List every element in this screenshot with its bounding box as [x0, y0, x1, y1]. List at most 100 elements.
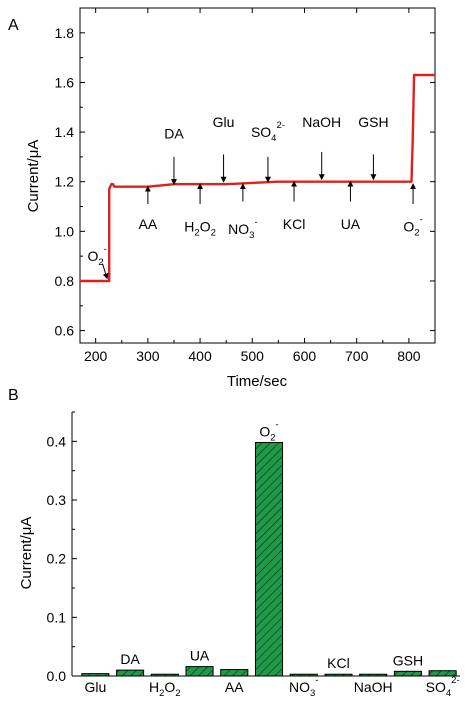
- annotation-label: AA: [139, 216, 158, 232]
- category-label-base: H: [149, 679, 159, 695]
- annotation-label-base: DA: [164, 125, 184, 141]
- y-tick-label: 1.4: [55, 124, 75, 140]
- annotation-label: O2-: [403, 214, 422, 238]
- category-label-base: UA: [190, 648, 210, 664]
- annotation-label-base: GSH: [358, 114, 388, 130]
- panel-a-x-axis-label: Time/sec: [227, 373, 288, 390]
- annotation-label: Glu: [213, 114, 235, 130]
- annotation-label-superscript: -: [254, 217, 257, 228]
- annotation-label: NaOH: [302, 114, 341, 130]
- category-label: NaOH: [354, 679, 393, 695]
- annotation-label-base: O: [403, 218, 414, 234]
- panel-b-y-axis-label: Current/μA: [18, 517, 35, 590]
- x-tick-label: 200: [84, 348, 108, 364]
- annotation-label: SO4 2-: [251, 120, 285, 144]
- category-label-superscript: 2-: [451, 675, 459, 686]
- panel-a-label: A: [8, 17, 19, 34]
- category-label: AA: [225, 679, 244, 695]
- category-label: UA: [190, 648, 210, 664]
- annotation-label-base: O: [87, 248, 98, 264]
- category-label-base: NaOH: [354, 679, 393, 695]
- annotation-label-subscript: 2: [414, 227, 419, 238]
- category-label-superscript: -: [276, 420, 279, 431]
- bar-hatch: [393, 670, 422, 677]
- category-label-base: DA: [120, 651, 140, 667]
- annotation-label-superscript: 2-: [276, 120, 284, 131]
- bar-hatch: [185, 666, 214, 677]
- y-tick-label: 1.2: [55, 174, 75, 190]
- category-label: DA: [120, 651, 140, 667]
- category-label-base: AA: [225, 679, 244, 695]
- category-label-subscript: 4: [446, 688, 452, 699]
- y-tick-label: 0.2: [47, 551, 67, 567]
- category-label-base: O: [259, 424, 270, 440]
- category-label: SO4 2-: [426, 675, 460, 699]
- panel-b-axes: 0.0 0.1 0.2 0.3 0.4: [47, 411, 460, 684]
- y-tick-label: 1.0: [55, 223, 75, 239]
- annotation-label-base: SO: [251, 124, 271, 140]
- x-tick-label: 300: [136, 348, 160, 364]
- category-label: KCl: [327, 655, 350, 671]
- x-tick-label: 700: [345, 348, 369, 364]
- annotation-arrow: [101, 263, 109, 280]
- category-label-base: Glu: [84, 679, 106, 695]
- x-tick-label: 400: [188, 348, 212, 364]
- annotation-label-subscript: 4: [271, 133, 277, 144]
- bar-hatch: [81, 673, 110, 677]
- bar-hatch: [428, 670, 457, 677]
- y-tick-label: 0.0: [47, 668, 67, 684]
- category-label-base: SO: [426, 679, 446, 695]
- category-label: NO3-: [289, 675, 318, 699]
- bar-hatch: [359, 673, 388, 677]
- category-label: H2O2: [149, 679, 181, 699]
- bar-hatch: [116, 669, 145, 677]
- current-trace: [80, 73, 435, 283]
- panel-a-y-axis-label: Current/μA: [25, 140, 42, 213]
- annotation-label-base: AA: [139, 216, 158, 232]
- category-label-base: NO: [289, 679, 310, 695]
- annotation-label-base: UA: [341, 216, 361, 232]
- annotation-label: O2-: [87, 244, 106, 268]
- annotation-label: GSH: [358, 114, 388, 130]
- category-label-subscript: 3: [310, 688, 315, 699]
- annotation-label: NO3-: [228, 217, 257, 241]
- bar-hatch: [150, 673, 179, 677]
- panel-b-bars: [81, 442, 457, 677]
- y-tick-label: 0.1: [47, 609, 67, 625]
- category-label: GSH: [393, 652, 423, 668]
- annotation-label-base: NO: [228, 221, 249, 237]
- y-tick-label: 0.3: [47, 492, 67, 508]
- x-tick-label: 800: [397, 348, 421, 364]
- annotation-label: UA: [341, 216, 361, 232]
- category-label: Glu: [84, 679, 106, 695]
- panel-b: B 0.00.10.20.30.4 GluDAH2O2UAAAO2-NO3-KC…: [8, 387, 460, 699]
- annotation-label-subscript: 2: [98, 257, 103, 268]
- y-tick-label: 1.8: [55, 25, 75, 41]
- panel-a: A 200 300 400 500 600 700 800 0.6 0.8 1.0 1.2 1.4 1.…: [8, 7, 436, 390]
- bar-hatch: [254, 442, 284, 677]
- y-tick-label: 0.4: [47, 433, 67, 449]
- annotation-label-subscript: 3: [249, 230, 254, 241]
- category-label: O2-: [259, 420, 278, 444]
- x-tick-label: 500: [241, 348, 265, 364]
- bar-hatch: [220, 669, 249, 677]
- panel-b-label: B: [8, 387, 19, 404]
- annotation-label: KCl: [283, 216, 306, 232]
- panel-a-axes: 200 300 400 500 600 700 800 0.6 0.8 1.0 1.2 1.4 1.6 1…: [55, 8, 436, 364]
- y-tick-label: 0.6: [55, 323, 75, 339]
- annotation-label-base: H: [184, 218, 194, 234]
- y-tick-label: 0.8: [55, 273, 75, 289]
- bar-hatch: [289, 673, 318, 677]
- annotation-label-base: KCl: [283, 216, 306, 232]
- category-label-superscript: -: [315, 675, 318, 686]
- panel-a-plot-frame: [79, 7, 436, 344]
- annotation-label-superscript: -: [104, 244, 107, 255]
- annotation-label: H2O2: [184, 218, 216, 238]
- category-label-subscript: 2: [159, 688, 164, 699]
- annotation-label-base: NaOH: [302, 114, 341, 130]
- annotation-label-superscript: -: [420, 214, 423, 225]
- annotation-label-subscript2: 2: [211, 227, 216, 238]
